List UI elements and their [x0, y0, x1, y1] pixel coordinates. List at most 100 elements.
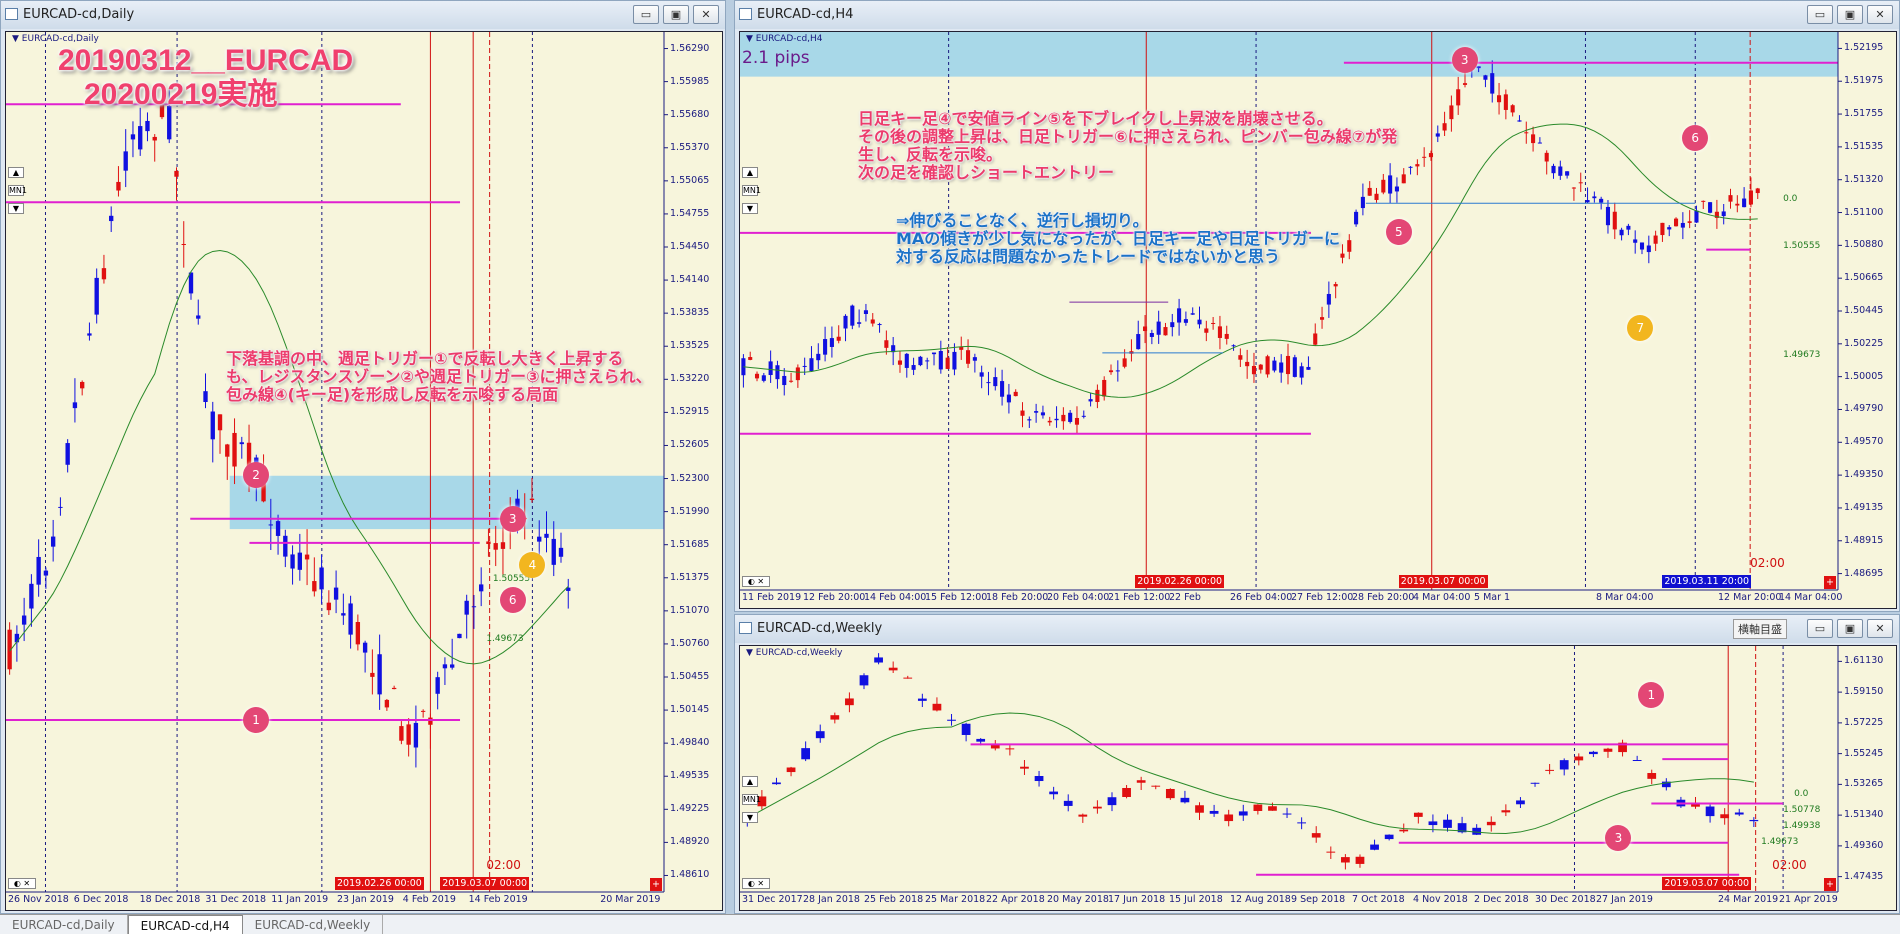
- candle: [1170, 313, 1175, 337]
- scroll-up-button[interactable]: ▲: [742, 776, 758, 787]
- candle: [1394, 177, 1399, 203]
- chart-tools-icon[interactable]: ◐ ✕: [742, 576, 770, 587]
- candle: [1238, 348, 1243, 367]
- moving-average-line: [747, 712, 1754, 834]
- price-axis-label: 1.56290: [670, 42, 710, 54]
- h4-chart-window: EURCAD-cd,H4 ▭ ▣ ✕ ▼ EURCAD-cd,H4 1.52195 1…: [734, 0, 1900, 612]
- candle: [1326, 846, 1336, 859]
- candle: [823, 326, 828, 362]
- candle: [1049, 786, 1059, 800]
- timeframe-button[interactable]: MN1: [742, 794, 761, 805]
- candle: [181, 221, 186, 268]
- maximize-button[interactable]: ▣: [1837, 5, 1863, 24]
- candle: [1197, 306, 1202, 329]
- candle: [757, 790, 767, 810]
- price-axis-label: 1.54755: [670, 207, 710, 219]
- candle: [1034, 403, 1039, 423]
- candle: [1313, 323, 1318, 346]
- close-button[interactable]: ✕: [1867, 619, 1893, 638]
- candle: [1292, 354, 1297, 378]
- daily-title-bar[interactable]: EURCAD-cd,Daily ▭ ▣ ✕: [1, 1, 725, 29]
- candle: [370, 649, 375, 695]
- candle: [558, 532, 564, 563]
- candle: [348, 595, 353, 649]
- candle: [1000, 369, 1005, 406]
- time-marker-tag: 2019.03.07 00:00: [1398, 575, 1488, 588]
- candle: [326, 590, 332, 615]
- horizontal-scale-button[interactable]: 横軸目盛: [1733, 619, 1787, 639]
- daily-chart[interactable]: ▼ EURCAD-cd,Daily 1.56290 1.55985 1.55680 1…: [5, 31, 723, 911]
- minimize-button[interactable]: ▭: [1807, 5, 1833, 24]
- minimize-button[interactable]: ▭: [1807, 619, 1833, 638]
- candle: [754, 371, 760, 382]
- add-button[interactable]: +: [650, 878, 662, 891]
- tab-daily[interactable]: EURCAD-cd,Daily: [0, 915, 128, 934]
- time-axis-label: 27 Jan 2019: [1596, 894, 1653, 905]
- annotation-marker-3: 3: [499, 505, 526, 532]
- price-axis-label: 1.49360: [1844, 839, 1884, 851]
- time-axis-label: 28 Jan 2018: [803, 894, 860, 905]
- candle: [1165, 788, 1175, 800]
- candle: [1224, 809, 1234, 827]
- price-axis-label: 1.55065: [670, 174, 710, 186]
- weekly-title-bar[interactable]: EURCAD-cd,Weekly 横軸目盛 ▭ ▣ ✕: [735, 615, 1899, 643]
- maximize-button[interactable]: ▣: [663, 5, 689, 24]
- scroll-up-button[interactable]: ▲: [8, 167, 24, 178]
- candle: [1728, 188, 1733, 209]
- annotation-marker-5: 5: [1385, 218, 1412, 245]
- time-axis-label: 20 Feb 04:00: [1047, 592, 1110, 603]
- chart-window-icon: [739, 622, 752, 634]
- candle: [850, 304, 855, 330]
- candle: [1612, 202, 1617, 240]
- scroll-down-button[interactable]: ▼: [742, 812, 758, 823]
- candle: [1558, 160, 1563, 180]
- annotation-marker-1: 1: [1638, 682, 1665, 709]
- scroll-down-button[interactable]: ▼: [8, 203, 24, 214]
- weekly-chart[interactable]: ▼ EURCAD-cd,Weekly 1.61130 1.59150 1.57225…: [739, 645, 1897, 911]
- candle: [377, 634, 382, 710]
- scroll-down-button[interactable]: ▼: [742, 203, 758, 214]
- candle: [966, 339, 971, 369]
- maximize-button[interactable]: ▣: [1837, 619, 1863, 638]
- add-button[interactable]: +: [1824, 576, 1836, 589]
- close-button[interactable]: ✕: [693, 5, 719, 24]
- minimize-button[interactable]: ▭: [633, 5, 659, 24]
- candle: [1694, 205, 1699, 223]
- candle: [1435, 125, 1440, 143]
- candle: [1674, 217, 1679, 227]
- candle: [1714, 199, 1719, 229]
- candle: [566, 578, 571, 609]
- annotation-marker-6: 6: [1682, 125, 1709, 152]
- candle: [283, 529, 288, 568]
- time-axis-label: 27 Feb 12:00: [1291, 592, 1354, 603]
- candle: [1626, 223, 1631, 236]
- symbol-label: ▼ EURCAD-cd,Weekly: [746, 648, 843, 658]
- spread-label: 2.1 pips: [742, 48, 810, 68]
- candle: [1367, 181, 1372, 196]
- chart-tools-icon[interactable]: ◐ ✕: [742, 878, 770, 889]
- candle: [1180, 790, 1190, 804]
- overlay-title-line-1: 20190312__EURCAD: [58, 44, 354, 77]
- add-button[interactable]: +: [1824, 878, 1836, 891]
- candle: [911, 357, 916, 376]
- scroll-up-button[interactable]: ▲: [742, 167, 758, 178]
- timeframe-button[interactable]: MN1: [742, 185, 761, 196]
- price-axis-label: 1.54140: [670, 274, 710, 286]
- chart-tools-icon[interactable]: ◐ ✕: [8, 878, 36, 889]
- window-title: EURCAD-cd,Daily: [23, 7, 135, 22]
- candle: [1224, 325, 1229, 345]
- candle: [1020, 759, 1029, 775]
- candle: [391, 685, 397, 690]
- candle: [1093, 800, 1102, 814]
- candle: [843, 314, 848, 342]
- candle: [870, 313, 875, 327]
- timeframe-button[interactable]: MN1: [8, 185, 27, 196]
- close-button[interactable]: ✕: [1867, 5, 1893, 24]
- h4-title-bar[interactable]: EURCAD-cd,H4 ▭ ▣ ✕: [735, 1, 1899, 29]
- h4-chart[interactable]: ▼ EURCAD-cd,H4 1.52195 1.51975 1.51755 1.51…: [739, 31, 1897, 609]
- tab-h4[interactable]: EURCAD-cd,H4: [127, 915, 243, 934]
- price-axis-label: 1.51320: [1844, 173, 1884, 185]
- time-axis-label: 30 Dec 2018: [1535, 894, 1596, 905]
- time-axis-label: 12 Mar 20:00: [1718, 592, 1782, 603]
- tab-weekly[interactable]: EURCAD-cd,Weekly: [243, 915, 384, 934]
